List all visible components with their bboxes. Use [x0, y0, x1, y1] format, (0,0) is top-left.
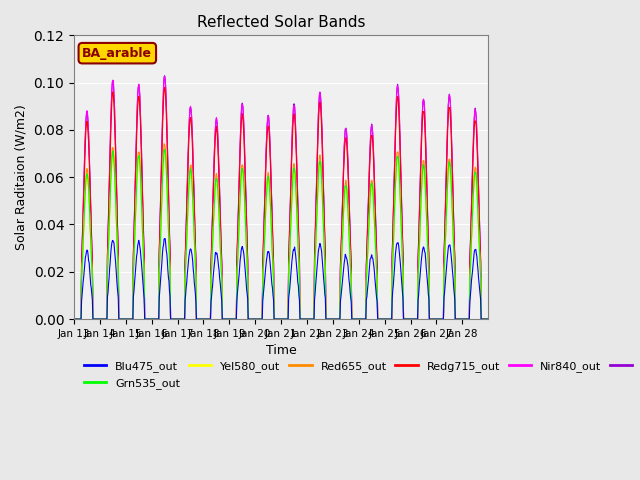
Blu475_out: [216, 275, 223, 281]
Line: Red655_out: Red655_out: [74, 144, 488, 319]
Grn535_out: [346, 257, 354, 263]
Redg715_out: [119, 316, 127, 322]
Title: Reflected Solar Bands: Reflected Solar Bands: [197, 15, 365, 30]
Redg715_out: [484, 316, 492, 322]
Yel580_out: [119, 316, 127, 322]
Line: Nir840_out: Nir840_out: [74, 76, 488, 319]
Nir840_out: [195, 316, 203, 322]
Line: Yel580_out: Yel580_out: [74, 153, 488, 319]
Red655_out: [160, 141, 168, 146]
Grn535_out: [70, 316, 78, 322]
Grn535_out: [195, 316, 203, 322]
Yel580_out: [346, 259, 354, 264]
Nir840_out: [484, 316, 492, 322]
Nir945_out: [195, 316, 203, 322]
Redg715_out: [346, 237, 354, 242]
Grn535_out: [323, 316, 331, 322]
Yel580_out: [232, 316, 239, 322]
Nir945_out: [346, 232, 354, 238]
Red655_out: [195, 316, 203, 322]
Nir840_out: [70, 316, 78, 322]
Nir945_out: [119, 316, 127, 322]
X-axis label: Time: Time: [266, 344, 296, 357]
Nir945_out: [70, 316, 78, 322]
Red655_out: [484, 316, 492, 322]
Red655_out: [70, 316, 78, 322]
Blu475_out: [119, 316, 127, 322]
Blu475_out: [161, 236, 169, 241]
Red655_out: [216, 223, 223, 228]
Nir840_out: [161, 73, 168, 79]
Blu475_out: [346, 290, 354, 296]
Nir945_out: [323, 316, 331, 322]
Line: Blu475_out: Blu475_out: [74, 239, 488, 319]
Blu475_out: [195, 316, 203, 322]
Yel580_out: [70, 316, 78, 322]
Nir840_out: [346, 232, 354, 238]
Yel580_out: [195, 316, 203, 322]
Redg715_out: [323, 316, 331, 322]
Grn535_out: [161, 146, 168, 152]
Blu475_out: [484, 316, 492, 322]
Red655_out: [323, 316, 331, 322]
Nir945_out: [216, 188, 223, 194]
Red655_out: [232, 316, 239, 322]
Nir945_out: [484, 316, 492, 322]
Legend: Blu475_out, Grn535_out, Yel580_out, Red655_out, Redg715_out, Nir840_out, Nir945_: Blu475_out, Grn535_out, Yel580_out, Red6…: [79, 357, 640, 393]
Line: Redg715_out: Redg715_out: [74, 87, 488, 319]
Redg715_out: [70, 316, 78, 322]
Grn535_out: [216, 227, 223, 232]
Nir945_out: [161, 73, 168, 79]
Yel580_out: [216, 231, 223, 237]
Redg715_out: [216, 196, 223, 202]
Redg715_out: [195, 316, 203, 322]
Grn535_out: [484, 316, 492, 322]
Yel580_out: [484, 316, 492, 322]
Nir945_out: [232, 316, 239, 322]
Y-axis label: Solar Raditaion (W/m2): Solar Raditaion (W/m2): [15, 104, 28, 250]
Red655_out: [346, 255, 354, 261]
Line: Nir945_out: Nir945_out: [74, 76, 488, 319]
Redg715_out: [161, 84, 168, 90]
Grn535_out: [119, 316, 127, 322]
Text: BA_arable: BA_arable: [83, 47, 152, 60]
Blu475_out: [323, 316, 331, 322]
Nir840_out: [119, 316, 127, 322]
Red655_out: [119, 316, 127, 322]
Yel580_out: [161, 150, 169, 156]
Blu475_out: [232, 316, 239, 322]
Nir840_out: [232, 316, 239, 322]
Nir840_out: [216, 190, 223, 195]
Redg715_out: [232, 316, 239, 322]
Yel580_out: [323, 316, 331, 322]
Line: Grn535_out: Grn535_out: [74, 149, 488, 319]
Blu475_out: [70, 316, 78, 322]
Grn535_out: [232, 316, 239, 322]
Nir840_out: [323, 316, 331, 322]
